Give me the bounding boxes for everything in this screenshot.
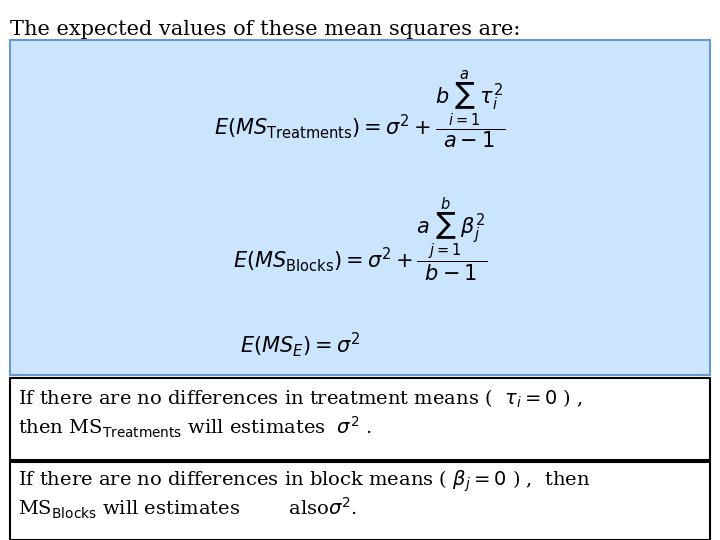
Bar [10, 462, 710, 540]
Text: $E(MS_{\mathrm{Blocks}}) = \sigma^2 + \dfrac{a\sum_{j=1}^{b} \beta_j^2}{b-1}$: $E(MS_{\mathrm{Blocks}}) = \sigma^2 + \d… [233, 196, 487, 284]
Text: then MS$_{\mathrm{Treatments}}$ will estimates  $\sigma^2$ .: then MS$_{\mathrm{Treatments}}$ will est… [18, 415, 372, 440]
Text: The expected values of these mean squares are:: The expected values of these mean square… [10, 20, 521, 39]
Text: $E(MS_E) = \sigma^2$: $E(MS_E) = \sigma^2$ [240, 330, 360, 360]
Text: If there are no differences in block means ( $\beta_j = 0$ ) ,  then: If there are no differences in block mea… [18, 468, 590, 494]
Text: MS$_{\mathrm{Blocks}}$ will estimates        also$\sigma^2$.: MS$_{\mathrm{Blocks}}$ will estimates al… [18, 496, 357, 521]
Text: $E(MS_{\mathrm{Treatments}}) = \sigma^2 + \dfrac{b\sum_{i=1}^{a} \tau_i^2}{a-1}$: $E(MS_{\mathrm{Treatments}}) = \sigma^2 … [215, 69, 505, 151]
Bar [10, 40, 710, 375]
Bar [10, 378, 710, 460]
Text: If there are no differences in treatment means (  $\tau_i = 0$ ) ,: If there are no differences in treatment… [18, 388, 583, 410]
